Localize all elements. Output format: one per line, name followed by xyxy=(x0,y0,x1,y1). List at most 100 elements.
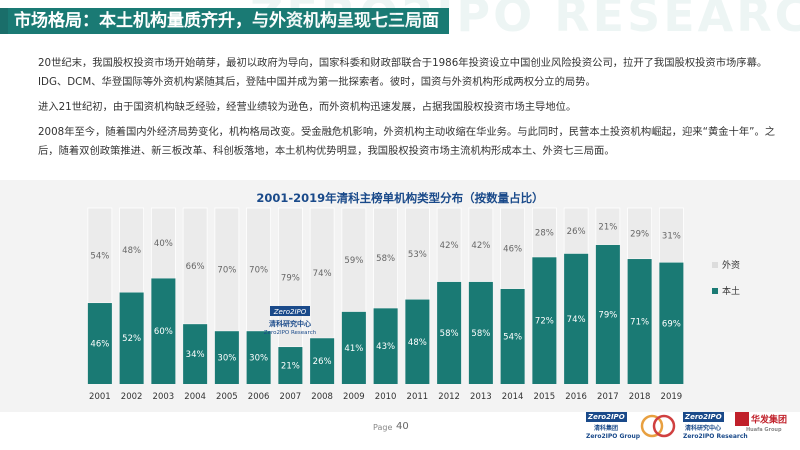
anniversary-icon xyxy=(640,414,676,438)
data-label-foreign: 29% xyxy=(630,230,649,240)
data-label-foreign: 53% xyxy=(408,250,427,260)
anniversary-20-logo xyxy=(640,410,676,442)
bar-local xyxy=(87,303,112,384)
data-label-foreign: 40% xyxy=(154,239,173,249)
data-label-local: 72% xyxy=(535,317,554,327)
data-label-foreign: 70% xyxy=(249,266,268,276)
data-label-local: 54% xyxy=(503,332,522,342)
data-label-local: 30% xyxy=(249,354,268,364)
bar-local xyxy=(373,308,398,384)
huafa-group-logo: 华发集团 Huafa Group xyxy=(730,412,792,442)
body-text: 20世纪末，我国股权投资市场开始萌芽，最初以政府为导向，国家科委和财政部联合于1… xyxy=(38,54,778,167)
data-label-local: 58% xyxy=(471,329,490,339)
legend-swatch-local xyxy=(712,288,718,294)
bar-local xyxy=(183,324,208,384)
x-tick-label: 2017 xyxy=(597,392,619,402)
data-label-local: 58% xyxy=(440,329,459,339)
x-tick-label: 2004 xyxy=(184,392,206,402)
data-label-local: 26% xyxy=(313,357,332,367)
stacked-bar-chart: 2001-2019年清科主榜单机构类型分布（按数量占比） 54% 46% 2001 48… xyxy=(87,191,740,402)
bar-local xyxy=(437,281,462,384)
data-label-local: 30% xyxy=(217,354,236,364)
watermark-logo-name: 清科研究中心 xyxy=(269,319,311,328)
zero2ipo-group-logo: Zero2IPO 清科集团 Zero2IPO Group xyxy=(586,412,641,440)
x-tick-label: 2011 xyxy=(407,392,429,402)
paragraph-2: 进入21世纪初，由于国资机构缺乏经验，经营业绩较为逊色，而外资机构迅速发展，占据… xyxy=(38,101,577,113)
bar-foreign xyxy=(627,207,653,260)
bar-local xyxy=(278,347,303,384)
data-label-foreign: 26% xyxy=(567,227,586,237)
x-tick-label: 2006 xyxy=(248,392,270,402)
watermark-logo-sub: Zero2IPO Research xyxy=(264,330,317,336)
bar-local xyxy=(246,331,271,384)
bar-foreign xyxy=(436,207,462,283)
legend-label-local: 本土 xyxy=(722,285,740,297)
data-label-foreign: 54% xyxy=(90,252,109,262)
data-label-foreign: 21% xyxy=(598,222,617,232)
x-tick-label: 2015 xyxy=(534,392,556,402)
huafa-mark-icon xyxy=(734,412,749,426)
footer-page-number: 40 xyxy=(396,421,409,432)
data-label-local: 21% xyxy=(281,362,300,372)
bar-local xyxy=(564,253,589,384)
data-label-foreign: 42% xyxy=(440,241,459,251)
x-tick-label: 2009 xyxy=(343,392,365,402)
x-tick-label: 2001 xyxy=(89,392,111,402)
data-label-foreign: 59% xyxy=(344,256,363,266)
bar-foreign xyxy=(563,207,589,255)
x-tick-label: 2003 xyxy=(153,392,175,402)
bar-foreign xyxy=(468,207,494,283)
data-label-foreign: 46% xyxy=(503,244,522,254)
data-label-local: 34% xyxy=(186,350,205,360)
bar-local xyxy=(532,257,557,384)
x-tick-label: 2013 xyxy=(470,392,492,402)
bar-foreign xyxy=(214,207,240,332)
data-label-local: 74% xyxy=(567,315,586,325)
footer-page-label: Page xyxy=(373,423,393,432)
bar-foreign xyxy=(373,207,399,309)
x-tick-label: 2016 xyxy=(565,392,587,402)
data-label-local: 79% xyxy=(598,310,617,320)
x-tick-label: 2005 xyxy=(216,392,238,402)
bar-local xyxy=(405,299,430,384)
bar-foreign xyxy=(309,207,335,339)
watermark-logo-box xyxy=(270,306,310,316)
bar-foreign xyxy=(595,207,621,246)
data-label-foreign: 28% xyxy=(535,229,554,239)
data-label-local: 46% xyxy=(90,340,109,350)
x-tick-label: 2002 xyxy=(121,392,143,402)
data-label-local: 43% xyxy=(376,342,395,352)
data-label-local: 52% xyxy=(122,334,141,344)
bar-local xyxy=(627,259,652,384)
x-tick-label: 2008 xyxy=(311,392,333,402)
paragraph-3: 2008年至今，随着国内外经济局势变化，机构格局改变。受金融危机影响，外资机构主… xyxy=(38,126,776,157)
bar-local xyxy=(595,244,620,384)
data-label-foreign: 70% xyxy=(217,266,236,276)
watermark-logo-brand: Zero2IPO xyxy=(273,308,307,316)
data-label-local: 41% xyxy=(344,344,363,354)
bar-local xyxy=(310,338,335,384)
data-label-foreign: 66% xyxy=(186,262,205,272)
data-label-foreign: 42% xyxy=(471,241,490,251)
data-label-foreign: 79% xyxy=(281,274,300,284)
bar-local xyxy=(468,281,493,384)
chart-title: 2001-2019年清科主榜单机构类型分布（按数量占比） xyxy=(256,191,543,205)
bar-foreign xyxy=(500,207,526,290)
data-label-local: 60% xyxy=(154,327,173,337)
legend-label-foreign: 外资 xyxy=(722,259,740,271)
bar-local xyxy=(119,292,144,384)
x-tick-label: 2018 xyxy=(629,392,651,402)
title-bar: 市场格局：本土机构量质齐升，与外资机构呈现七三局面 xyxy=(0,8,449,34)
bar-foreign xyxy=(404,207,430,300)
bar-local xyxy=(500,288,525,384)
zero2ipo-research-logo: Zero2IPO 清科研究中心 Zero2IPO Research xyxy=(683,412,748,440)
bar-local xyxy=(151,278,176,384)
bar-foreign xyxy=(182,207,208,325)
data-label-foreign: 74% xyxy=(313,269,332,279)
bar-foreign xyxy=(277,207,303,348)
x-tick-label: 2019 xyxy=(661,392,683,402)
bar-local xyxy=(659,262,684,384)
page-title: 市场格局：本土机构量质齐升，与外资机构呈现七三局面 xyxy=(8,8,449,34)
legend-swatch-foreign xyxy=(712,262,718,268)
x-tick-label: 2010 xyxy=(375,392,397,402)
